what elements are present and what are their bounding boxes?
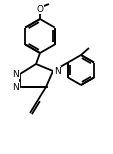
Text: O: O xyxy=(36,4,43,14)
Text: N: N xyxy=(54,67,60,75)
Text: N: N xyxy=(12,83,19,91)
Text: N: N xyxy=(12,69,19,79)
